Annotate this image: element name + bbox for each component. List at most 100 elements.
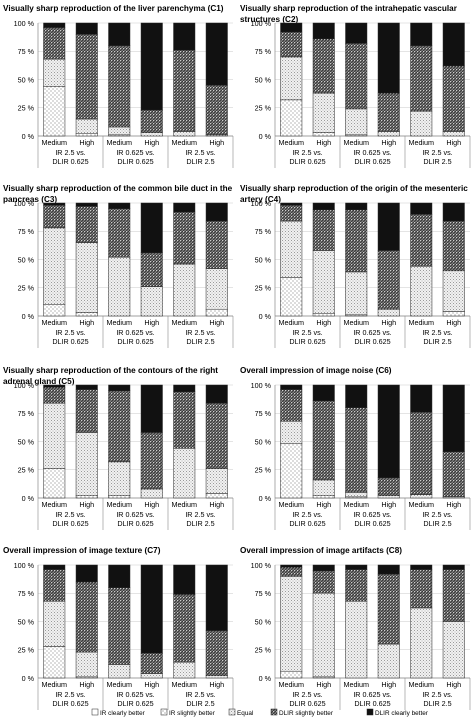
x-tick-label: High — [209, 500, 224, 509]
x-tick-label: Medium — [106, 318, 132, 327]
bar-segment-ir-slightly-better — [312, 313, 335, 317]
bar-segment-dlir-clearly-better — [345, 384, 368, 408]
group-label: IR 2.5 vs. — [185, 510, 215, 519]
bar-segment-equal — [140, 286, 163, 317]
chart-title: Overall impression of image artifacts (C… — [240, 546, 402, 555]
group-label: IR 2.5 vs. — [55, 510, 85, 519]
bar-segment-dlir-slightly-better — [43, 569, 66, 602]
bar-segment-dlir-clearly-better — [43, 22, 66, 28]
y-tick-label: 50 % — [18, 617, 35, 626]
x-tick-label: High — [446, 318, 461, 327]
x-tick-label: Medium — [106, 138, 132, 147]
x-tick-label: Medium — [278, 138, 304, 147]
bar-segment-dlir-clearly-better — [377, 202, 400, 251]
x-tick-label: High — [79, 500, 94, 509]
group-label: DLIR 2.5 — [186, 337, 214, 346]
group-label: IR 2.5 vs. — [292, 510, 322, 519]
x-tick-label: Medium — [171, 318, 197, 327]
bar-segment-dlir-clearly-better — [205, 384, 228, 404]
x-tick-label: Medium — [408, 680, 434, 689]
bar-segment-ir-slightly-better — [280, 277, 303, 317]
x-tick-label: High — [381, 138, 396, 147]
x-tick-label: High — [446, 138, 461, 147]
legend-swatch — [270, 708, 278, 716]
x-tick-label: High — [381, 500, 396, 509]
x-tick-label: Medium — [343, 138, 369, 147]
group-label: DLIR 2.5 — [186, 699, 214, 708]
y-tick-label: 100 % — [14, 561, 35, 570]
bar-segment-dlir-clearly-better — [312, 384, 335, 402]
chart-title: Visually sharp reproduction of the liver… — [3, 4, 224, 13]
bar-segment-equal — [205, 675, 228, 679]
x-tick-label: Medium — [278, 318, 304, 327]
chart-title: Visually sharp reproduction of the intra… — [240, 4, 458, 13]
y-tick-label: 0 % — [22, 494, 35, 503]
group-label: DLIR 0.625 — [354, 519, 390, 528]
bar-segment-dlir-clearly-better — [108, 384, 131, 391]
bar-segment-dlir-slightly-better — [205, 220, 228, 269]
bar-segment-equal — [75, 432, 98, 496]
bar-segment-dlir-slightly-better — [312, 570, 335, 594]
legend-swatch — [91, 708, 99, 716]
bar-segment-dlir-clearly-better — [43, 384, 66, 388]
bar-segment-dlir-slightly-better — [410, 45, 433, 112]
bar-segment-dlir-clearly-better — [173, 202, 196, 213]
bar-segment-dlir-slightly-better — [410, 569, 433, 609]
bar-segment-equal — [108, 664, 131, 679]
y-tick-label: 100 % — [14, 19, 35, 28]
group-label: DLIR 0.625 — [289, 157, 325, 166]
x-tick-label: High — [79, 318, 94, 327]
y-tick-label: 0 % — [22, 674, 35, 683]
bar-segment-dlir-clearly-better — [75, 22, 98, 35]
chart-panel-8: Overall impression of image artifacts (C… — [240, 546, 471, 710]
group-label: IR 2.5 vs. — [55, 148, 85, 157]
group-label: IR 2.5 vs. — [55, 690, 85, 699]
bar-segment-dlir-slightly-better — [280, 31, 303, 58]
bar-segment-equal — [280, 56, 303, 101]
bar-segment-dlir-clearly-better — [410, 384, 433, 413]
bar-segment-dlir-clearly-better — [43, 202, 66, 206]
x-tick-label: High — [144, 680, 159, 689]
group-label: DLIR 2.5 — [423, 699, 451, 708]
x-tick-label: Medium — [278, 500, 304, 509]
x-tick-label: Medium — [408, 500, 434, 509]
bar-segment-equal — [43, 600, 66, 647]
bar-segment-equal — [410, 266, 433, 317]
bar-segment-dlir-clearly-better — [205, 22, 228, 86]
bar-segment-dlir-slightly-better — [140, 432, 163, 490]
bar-segment-dlir-slightly-better — [140, 109, 163, 133]
group-label: IR 0.625 vs. — [353, 328, 391, 337]
x-tick-label: High — [316, 680, 331, 689]
chart-panel-7: Overall impression of image texture (C7)… — [3, 546, 234, 710]
group-label: IR 0.625 vs. — [353, 690, 391, 699]
bar-segment-equal — [43, 58, 66, 87]
y-tick-label: 0 % — [259, 312, 272, 321]
bar-segment-equal — [140, 132, 163, 137]
bar-segment-ir-slightly-better — [280, 99, 303, 137]
bar-segment-dlir-slightly-better — [108, 390, 131, 463]
bar-segment-dlir-slightly-better — [345, 569, 368, 602]
bar-segment-equal — [345, 600, 368, 679]
group-label: IR 0.625 vs. — [116, 690, 154, 699]
bar-segment-ir-slightly-better — [75, 133, 98, 137]
bar-segment-equal — [377, 495, 400, 499]
x-tick-label: High — [144, 318, 159, 327]
y-tick-label: 50 % — [255, 437, 272, 446]
legend-label: DLIR clearly better — [375, 710, 429, 717]
bar-segment-ir-slightly-better — [43, 304, 66, 317]
group-label: IR 2.5 vs. — [422, 328, 452, 337]
bar-segment-dlir-clearly-better — [173, 564, 196, 595]
bar-segment-dlir-clearly-better — [173, 22, 196, 51]
bar-segment-dlir-slightly-better — [43, 387, 66, 404]
group-label: IR 2.5 vs. — [185, 328, 215, 337]
x-tick-label: High — [381, 318, 396, 327]
bar-segment-dlir-clearly-better — [280, 202, 303, 206]
x-tick-label: Medium — [408, 138, 434, 147]
chart-title: Visually sharp reproduction of the conto… — [3, 366, 218, 375]
group-label: DLIR 2.5 — [423, 337, 451, 346]
group-label: IR 2.5 vs. — [185, 690, 215, 699]
bar-segment-equal — [43, 402, 66, 469]
bar-segment-equal — [345, 108, 368, 136]
bar-segment-dlir-clearly-better — [205, 564, 228, 631]
